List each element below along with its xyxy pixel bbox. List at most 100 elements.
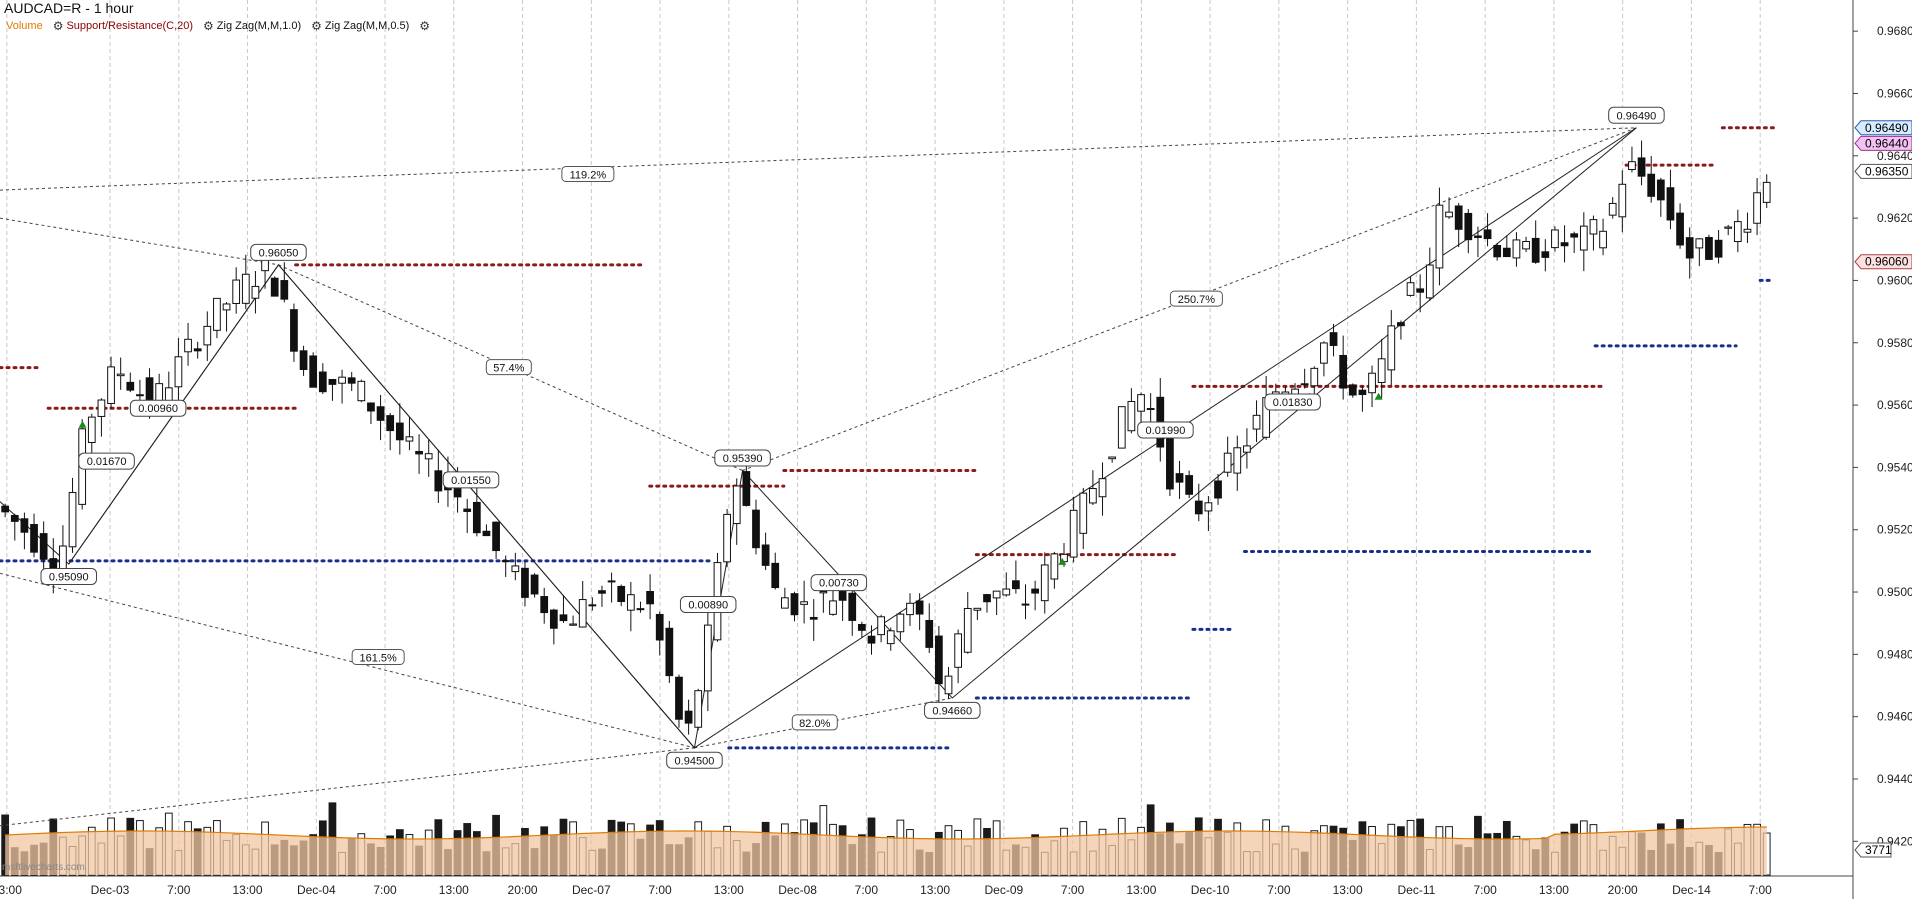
candle	[771, 552, 780, 590]
settings-gear-icon[interactable]: ⚙	[419, 19, 431, 33]
candle	[280, 262, 289, 303]
candles	[1, 140, 1771, 735]
gear-icon[interactable]: ⚙	[311, 19, 322, 33]
candle	[1377, 339, 1386, 399]
time-tick-label: 13:00	[1333, 883, 1363, 897]
candle-body	[1040, 564, 1049, 602]
retracement-label-box	[351, 648, 405, 665]
candle	[1733, 209, 1742, 253]
candle-body	[1608, 202, 1617, 216]
retracement-line	[0, 217, 279, 266]
pivot-label: 0.95090	[40, 567, 98, 585]
indicator-sr-label: Support/Resistance(C,20)	[66, 20, 194, 32]
candle-body	[164, 387, 173, 403]
candle-body	[1012, 580, 1020, 590]
indicator-zigzag-1[interactable]: ⚙ Zig Zag(M,M,1.0)	[203, 19, 301, 33]
swing-label: 0.00960	[129, 399, 187, 417]
time-tick-label: 7:00	[1748, 883, 1772, 897]
candle	[1502, 235, 1511, 258]
candle-body	[588, 604, 597, 607]
candle	[10, 513, 19, 541]
volume-average-line	[5, 826, 1767, 840]
candle	[1599, 218, 1607, 256]
candle-body	[1705, 236, 1713, 260]
gear-icon[interactable]: ⚙	[52, 19, 64, 33]
gear-icon[interactable]: ⚙	[203, 19, 214, 33]
candle	[299, 345, 308, 376]
indicator-zigzag-2[interactable]: ⚙ Zig Zag(M,M,0.5)	[311, 19, 409, 33]
candle	[1618, 170, 1627, 233]
candle	[549, 608, 558, 645]
pivot-label: 0.94500	[666, 751, 723, 769]
candle-body	[723, 513, 731, 563]
candle	[1387, 310, 1396, 386]
candle	[318, 363, 327, 395]
candle	[107, 356, 115, 409]
candle-body	[1387, 325, 1396, 371]
candle	[1252, 400, 1261, 443]
candle-body	[1358, 389, 1367, 396]
candle-body	[1368, 372, 1376, 394]
candle-body	[424, 453, 433, 460]
price-tag-label: 0.96490	[1865, 121, 1909, 135]
candle	[829, 587, 837, 616]
time-tick-label: 7:00	[1473, 883, 1497, 897]
time-tick-label: Dec-07	[572, 883, 611, 897]
candle-body	[1098, 478, 1107, 498]
candle-body	[598, 590, 606, 594]
candle-body	[1194, 500, 1203, 515]
candle-body	[838, 590, 847, 601]
candle	[87, 413, 96, 460]
candle-body	[87, 416, 96, 443]
zigzag-minor-line	[0, 127, 1637, 749]
zigzag-lines	[0, 127, 1637, 749]
candle-body	[1348, 384, 1357, 396]
retracement-label-text: 57.4%	[493, 363, 524, 375]
candle-body	[1474, 235, 1482, 238]
time-tick-label: 13:00	[439, 883, 469, 897]
candle	[1, 503, 10, 518]
candle-body	[251, 285, 260, 299]
swing-label: 0.01670	[78, 452, 135, 470]
candle-body	[963, 607, 972, 653]
candle	[405, 417, 414, 451]
candle-body	[1079, 492, 1088, 534]
candle	[203, 311, 212, 361]
candle-body	[309, 355, 318, 388]
candle	[1666, 169, 1675, 230]
candle	[867, 625, 876, 655]
candle	[655, 611, 664, 656]
candle	[1204, 495, 1213, 532]
candle-body	[1454, 205, 1463, 230]
candle-body	[347, 377, 356, 384]
candle	[222, 302, 231, 332]
retracement-label-box	[1169, 290, 1223, 307]
candle-body	[434, 470, 443, 492]
candle-body	[819, 591, 828, 594]
candle-body	[1127, 400, 1136, 432]
pivot-label-box	[250, 243, 307, 261]
candle	[1012, 560, 1020, 594]
candle-body	[10, 514, 19, 522]
indicator-volume[interactable]: Volume	[6, 20, 43, 32]
indicator-support-resistance[interactable]: ⚙ Support/Resistance(C,20)	[53, 19, 193, 33]
candle-body	[1685, 237, 1694, 259]
candle-body	[877, 616, 885, 636]
candle-body	[415, 450, 423, 455]
candle-body	[665, 627, 674, 677]
candle	[1146, 393, 1155, 425]
swing-label-text: 0.00890	[688, 599, 728, 611]
swing-label-text: 0.00960	[138, 403, 178, 415]
candle-body	[395, 422, 404, 441]
candle-body	[1589, 219, 1598, 235]
candle	[472, 487, 481, 537]
candle	[1435, 187, 1444, 286]
candle	[68, 477, 77, 553]
candle-body	[107, 366, 115, 404]
candle	[598, 585, 606, 607]
